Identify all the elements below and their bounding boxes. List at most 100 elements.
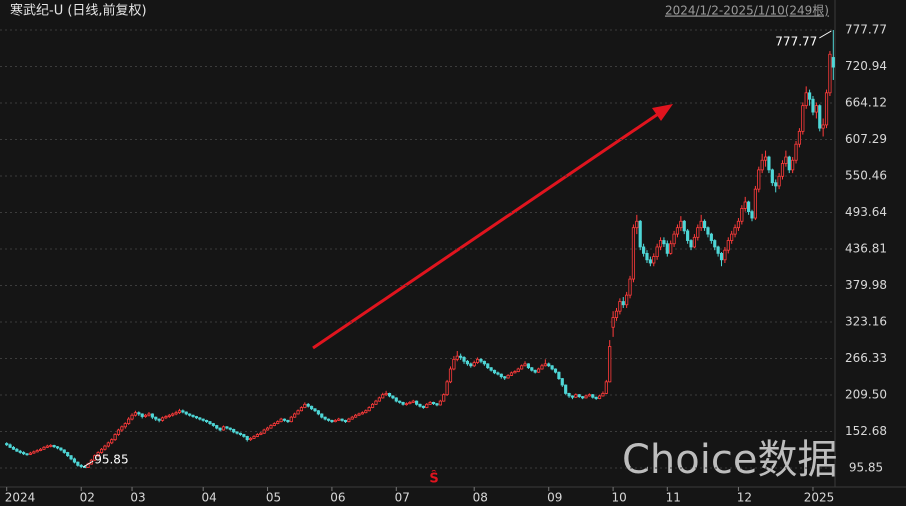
- candle-body: [367, 407, 371, 412]
- y-tick-label: 152.68: [845, 424, 887, 438]
- range-label[interactable]: 2024/1/2-2025/1/10(249根): [665, 4, 829, 18]
- candle-body: [780, 163, 785, 177]
- candle-body: [177, 410, 182, 414]
- y-tick-label: 664.12: [845, 96, 887, 110]
- candle-body: [642, 246, 646, 254]
- candle-body: [326, 418, 331, 421]
- candle-body: [110, 439, 114, 444]
- candle-body: [506, 375, 510, 379]
- high-label: 777.77: [775, 35, 817, 49]
- y-tick-label: 607.29: [845, 132, 887, 146]
- candle-body: [52, 445, 56, 448]
- candle-body: [49, 445, 53, 447]
- candle-body: [204, 419, 209, 423]
- candle-body: [689, 240, 693, 248]
- candle-body: [448, 368, 453, 383]
- candle-body: [757, 169, 761, 190]
- candle-body: [591, 394, 595, 398]
- y-tick-label: 266.33: [845, 351, 887, 365]
- x-tick-label: 2025: [804, 491, 835, 505]
- candle-body: [313, 408, 317, 412]
- candle-body: [597, 395, 602, 399]
- candle-body: [652, 256, 656, 264]
- candle-body: [516, 368, 520, 372]
- candle-body: [808, 92, 812, 100]
- candle-body: [221, 426, 226, 431]
- candle-body: [249, 437, 253, 441]
- candle-body: [665, 243, 669, 254]
- candle-body: [293, 413, 297, 418]
- candle-body: [130, 414, 134, 420]
- candle-body: [147, 413, 151, 416]
- candle-body: [106, 442, 110, 447]
- candle-body: [550, 365, 554, 370]
- candle-body: [784, 156, 788, 164]
- candle-body: [79, 464, 83, 468]
- candle-body: [713, 240, 717, 248]
- candle-body: [614, 310, 619, 319]
- candle-body: [408, 401, 412, 405]
- trend-arrow: [312, 108, 665, 350]
- x-tick-label: 10: [611, 491, 626, 505]
- candle-body: [431, 401, 436, 405]
- candle-body: [753, 188, 757, 219]
- candle-body: [279, 418, 283, 423]
- candle-body: [733, 227, 737, 235]
- candle-body: [191, 414, 195, 417]
- candle-body: [509, 372, 514, 376]
- candle-body: [791, 159, 795, 171]
- candle-body: [201, 418, 205, 421]
- candle-body: [123, 423, 127, 428]
- candle-body: [462, 357, 466, 362]
- candle-body: [215, 425, 219, 429]
- candle-body: [289, 416, 293, 423]
- candle-body: [238, 432, 243, 435]
- y-tick-label: 209.50: [845, 388, 887, 402]
- chart-title: 寒武纪-U (日线,前复权): [10, 3, 147, 19]
- candle-body: [157, 418, 161, 421]
- candle-body: [536, 368, 541, 373]
- candle-body: [323, 416, 327, 420]
- event-marker[interactable]: Ŝ: [429, 471, 438, 487]
- candle-body: [55, 446, 60, 449]
- trend-arrow-head: [652, 104, 673, 121]
- x-tick-label: 07: [395, 491, 410, 505]
- candle-body: [8, 444, 12, 448]
- x-tick-label: 08: [473, 491, 488, 505]
- candle-body: [611, 317, 615, 328]
- candle-body: [608, 346, 612, 383]
- candle-body: [59, 447, 63, 451]
- candle-body: [387, 392, 392, 397]
- x-tick-label: 04: [202, 491, 217, 505]
- candle-body: [276, 421, 280, 424]
- candle-body: [763, 156, 768, 161]
- y-tick-label: 436.81: [845, 242, 887, 256]
- candle-body: [794, 143, 798, 161]
- candle-body: [120, 426, 124, 431]
- candle-body: [15, 448, 19, 452]
- candle-body: [198, 417, 202, 420]
- candle-body: [621, 301, 625, 306]
- candle-body: [587, 394, 591, 397]
- candle-body: [22, 452, 26, 455]
- candle-body: [747, 201, 751, 213]
- candle-body: [628, 278, 632, 296]
- candle-body: [824, 92, 829, 126]
- candle-body: [584, 395, 588, 399]
- candle-body: [62, 449, 66, 453]
- x-tick-label: 03: [130, 491, 145, 505]
- y-tick-label: 777.77: [845, 23, 887, 37]
- candle-body: [740, 208, 744, 222]
- candle-body: [354, 414, 358, 418]
- candle-body: [560, 378, 564, 386]
- candle-body: [696, 227, 700, 238]
- candle-body: [411, 400, 415, 403]
- candle-body: [662, 240, 666, 245]
- candle-body: [208, 421, 212, 424]
- candle-body: [774, 182, 778, 187]
- candle-body: [364, 410, 368, 414]
- candle-body: [11, 446, 16, 450]
- candle-body: [638, 220, 642, 248]
- candle-body: [330, 419, 334, 423]
